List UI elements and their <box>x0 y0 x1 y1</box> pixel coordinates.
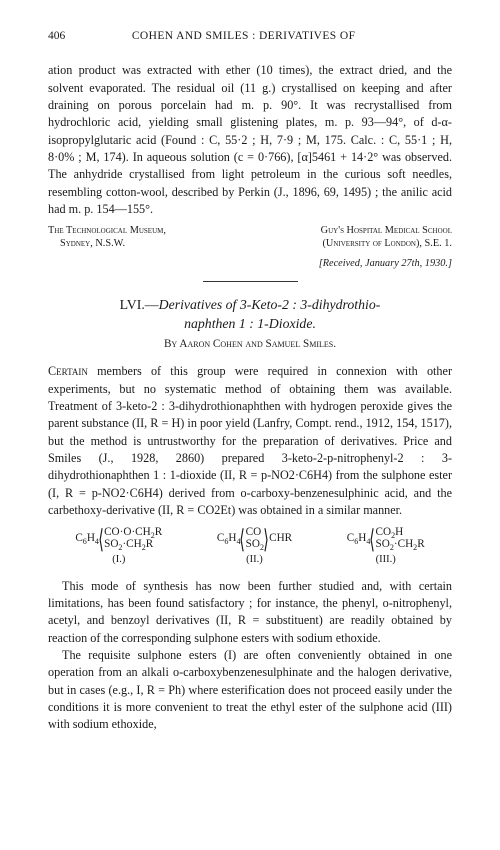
affiliation-right: Guy's Hospital Medical School (Universit… <box>321 224 452 250</box>
running-head: COHEN AND SMILES : DERIVATIVES OF <box>35 28 452 44</box>
affil-left-line1: The Technological Museum, <box>48 224 166 237</box>
title-line1: Derivatives of 3-Keto-2 : 3-dihydrothio- <box>159 297 381 312</box>
chemical-structures: C6H4 ⟨ CO·O·CH2R SO2·CH2R (I.) C6H4 ⟨ CO… <box>48 527 452 567</box>
section-divider <box>203 281 298 282</box>
chem-I-label: (I.) <box>112 553 125 568</box>
chem-I-bot: SO2·CH2R <box>104 539 162 551</box>
affiliations: The Technological Museum, Sydney, N.S.W.… <box>48 224 452 250</box>
affiliation-left: The Technological Museum, Sydney, N.S.W. <box>48 224 166 250</box>
structure-II: C6H4 ⟨ CO SO2 ⟩ CHR (II.) <box>217 527 292 567</box>
paragraph-4: The requisite sulphone esters (I) are of… <box>48 647 452 734</box>
affil-right-line2: (University of London), S.E. 1. <box>321 237 452 250</box>
chem-II-label: (II.) <box>246 553 263 568</box>
chem-III-label: (III.) <box>376 553 396 568</box>
paragraph-2: Certain members of this group were requi… <box>48 363 452 519</box>
page: 406 COHEN AND SMILES : DERIVATIVES OF at… <box>0 0 500 762</box>
affil-left-line2: Sydney, N.S.W. <box>48 237 166 250</box>
article-title: LVI.—Derivatives of 3-Keto-2 : 3-dihydro… <box>48 296 452 333</box>
drop-word: Certain <box>48 364 88 378</box>
chem-II-bot: SO2 <box>246 539 264 551</box>
paragraph-3: This mode of synthesis has now been furt… <box>48 578 452 647</box>
title-prefix: LVI.— <box>120 297 159 312</box>
angle-bracket-icon: ⟨ <box>240 533 246 546</box>
received-date: [Received, January 27th, 1930.] <box>48 257 452 272</box>
chem-II-left: C6H4 <box>217 531 241 547</box>
structure-I: C6H4 ⟨ CO·O·CH2R SO2·CH2R (I.) <box>75 527 162 567</box>
chem-I-left: C6H4 <box>75 531 99 547</box>
paragraph-continuation: ation product was extracted with ether (… <box>48 62 452 218</box>
chem-III-bot: SO2·CH2R <box>376 539 425 551</box>
chem-II-right: CHR <box>269 531 292 547</box>
byline: By Aaron Cohen and Samuel Smiles. <box>48 337 452 353</box>
chem-III-left: C6H4 <box>347 531 371 547</box>
affil-right-line1: Guy's Hospital Medical School <box>321 224 452 237</box>
angle-bracket-icon: ⟨ <box>370 533 376 546</box>
angle-bracket-icon: ⟨ <box>98 533 104 546</box>
angle-bracket-icon: ⟩ <box>263 533 269 546</box>
para2-body: members of this group were required in c… <box>48 364 452 517</box>
page-header: 406 COHEN AND SMILES : DERIVATIVES OF <box>48 28 452 44</box>
title-line2: naphthen 1 : 1-Dioxide. <box>184 316 316 331</box>
structure-III: C6H4 ⟨ CO2H SO2·CH2R (III.) <box>347 527 425 567</box>
